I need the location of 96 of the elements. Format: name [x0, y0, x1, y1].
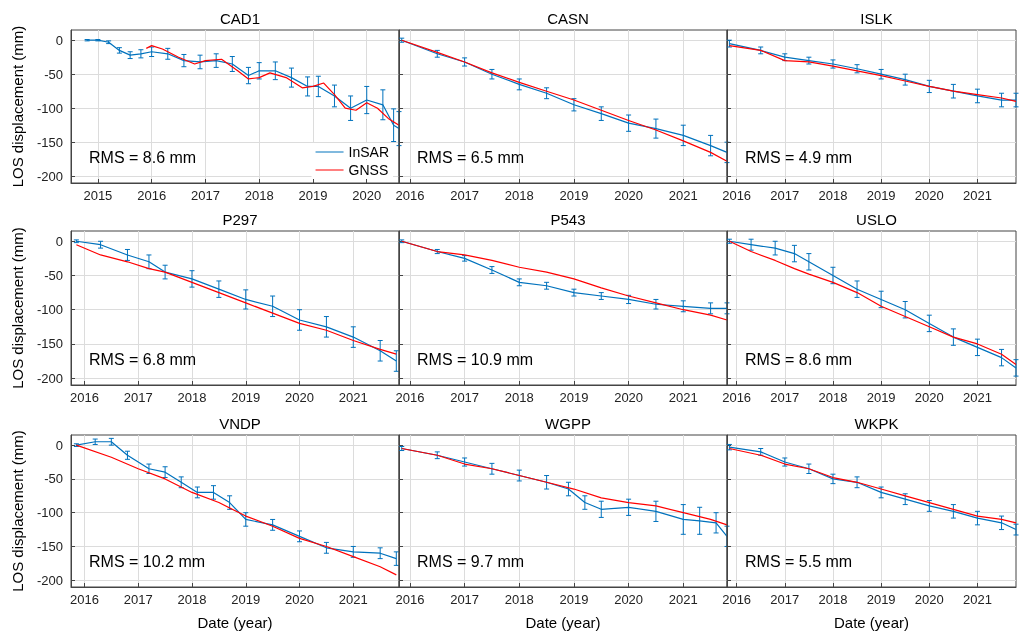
x-tick-label: 2017 [123, 592, 153, 607]
legend-label: InSAR [348, 144, 390, 160]
x-tick-label: 2016 [395, 188, 425, 203]
x-tick-label: 2017 [123, 390, 153, 405]
annotation: RMS = 10.2 mm [89, 552, 206, 570]
x-tick-label: 2021 [963, 188, 992, 203]
x-tick-label: 2020 [914, 592, 944, 607]
y-tick-label: -50 [44, 267, 63, 283]
x-tick-label: 2017 [770, 592, 800, 607]
x-tick-label: 2021 [338, 390, 368, 405]
x-tick-label: 2021 [668, 390, 698, 405]
y-tick-label: -100 [36, 100, 63, 116]
chart-title: WGPP [545, 415, 591, 432]
x-tick-label: 2016 [722, 188, 752, 203]
x-tick-label: 2020 [285, 592, 314, 607]
x-tick-label: 2020 [614, 188, 644, 203]
x-tick-label: 2018 [818, 592, 848, 607]
annotation: RMS = 4.9 mm [745, 148, 853, 166]
y-axis-title: LOS displacement (mm) [9, 25, 26, 188]
annotation: RMS = 6.5 mm [417, 148, 525, 166]
x-tick-label: 2017 [770, 390, 800, 405]
y-tick-label: -50 [44, 471, 63, 487]
x-tick-label: 2017 [450, 188, 480, 203]
chart-title: VNDP [219, 415, 261, 432]
x-tick-label: 2019 [298, 188, 328, 203]
x-tick-label: 2018 [504, 592, 534, 607]
x-tick-label: 2018 [818, 390, 848, 405]
x-tick-label: 2019 [559, 390, 589, 405]
x-tick-label: 2020 [352, 188, 382, 203]
y-tick-label: -200 [36, 168, 63, 184]
chart-title: CASN [547, 10, 589, 27]
x-tick-label: 2020 [614, 592, 644, 607]
x-tick-label: 2019 [866, 390, 896, 405]
x-tick-label: 2016 [137, 188, 167, 203]
legend-label: GNSS [348, 162, 389, 178]
x-tick-label: 2020 [914, 188, 944, 203]
x-axis-title: Date (year) [833, 614, 910, 631]
annotation: RMS = 10.9 mm [417, 350, 534, 368]
x-tick-label: 2019 [866, 188, 896, 203]
x-tick-label: 2019 [559, 592, 589, 607]
annotation: RMS = 5.5 mm [745, 552, 853, 570]
x-tick-label: 2018 [177, 390, 207, 405]
y-tick-label: 0 [55, 32, 63, 48]
x-tick-label: 2020 [614, 390, 644, 405]
chart-title: P543 [550, 211, 586, 228]
x-tick-label: 2017 [450, 390, 480, 405]
x-tick-label: 2017 [190, 188, 220, 203]
chart-title: P297 [222, 211, 258, 228]
x-tick-label: 2021 [338, 592, 368, 607]
y-tick-label: 0 [55, 437, 63, 453]
x-tick-label: 2021 [668, 188, 698, 203]
x-axis-title: Date (year) [197, 614, 273, 631]
annotation: RMS = 6.8 mm [89, 350, 197, 368]
x-tick-label: 2016 [722, 592, 752, 607]
y-tick-label: -150 [36, 538, 63, 554]
y-tick-label: -150 [36, 134, 63, 150]
x-tick-label: 2018 [504, 188, 534, 203]
chart-title: CAD1 [219, 10, 261, 27]
y-tick-label: -200 [36, 572, 63, 588]
y-axis-title: LOS displacement (mm) [9, 227, 26, 389]
chart-title: ISLK [860, 10, 893, 27]
x-tick-label: 2016 [395, 592, 425, 607]
x-tick-label: 2021 [963, 390, 992, 405]
x-tick-label: 2018 [177, 592, 207, 607]
x-tick-label: 2016 [69, 592, 99, 607]
y-tick-label: -150 [36, 336, 63, 352]
x-tick-label: 2016 [395, 390, 425, 405]
x-tick-label: 2021 [668, 592, 698, 607]
x-tick-label: 2016 [69, 390, 99, 405]
annotation: RMS = 9.7 mm [417, 552, 525, 570]
chart-title: USLO [856, 211, 897, 228]
x-tick-label: 2019 [231, 592, 261, 607]
x-tick-label: 2015 [83, 188, 113, 203]
y-tick-label: 0 [55, 233, 63, 249]
y-tick-label: -50 [44, 66, 63, 82]
x-tick-label: 2020 [285, 390, 314, 405]
line-series [145, 45, 400, 126]
x-tick-label: 2019 [866, 592, 896, 607]
x-tick-label: 2016 [722, 390, 752, 405]
chart-title: WKPK [854, 415, 899, 432]
x-tick-label: 2018 [504, 390, 534, 405]
annotation: RMS = 8.6 mm [89, 148, 197, 166]
annotation: RMS = 8.6 mm [745, 350, 853, 368]
x-tick-label: 2017 [450, 592, 480, 607]
x-tick-label: 2017 [770, 188, 800, 203]
y-tick-label: -200 [36, 370, 63, 386]
x-tick-label: 2020 [914, 390, 944, 405]
x-tick-label: 2018 [244, 188, 274, 203]
y-tick-label: -100 [36, 505, 63, 521]
x-tick-label: 2019 [559, 188, 589, 203]
y-tick-label: -100 [36, 302, 63, 318]
x-axis-title: Date (year) [525, 614, 601, 631]
x-tick-label: 2021 [963, 592, 992, 607]
y-axis-title: LOS displacement (mm) [9, 430, 26, 592]
x-tick-label: 2019 [231, 390, 261, 405]
x-tick-label: 2018 [818, 188, 848, 203]
